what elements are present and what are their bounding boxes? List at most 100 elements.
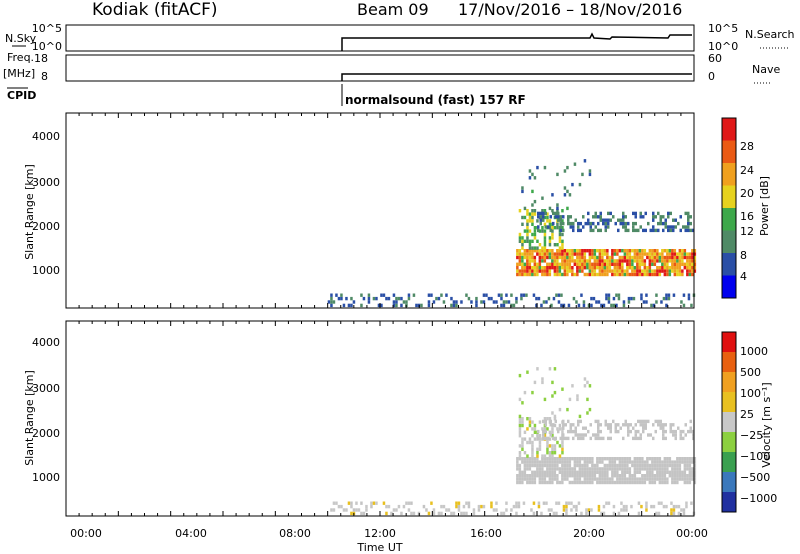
velocity-cell [583, 467, 587, 471]
power-cell [531, 252, 534, 256]
power-cell [510, 303, 513, 308]
velocity-cell [644, 423, 647, 427]
velocity-cell [574, 433, 577, 437]
velocity-cell [530, 508, 533, 512]
power-cell [546, 269, 549, 273]
velocity-cell [688, 463, 692, 468]
power-cell [531, 249, 534, 253]
velocity-cell [588, 457, 592, 461]
velocity-cell [651, 457, 654, 461]
power-cell [673, 252, 677, 256]
velocity-cell [607, 426, 610, 430]
power-cell [541, 259, 544, 263]
velocity-cell [668, 463, 672, 468]
power-cell [628, 266, 632, 270]
velocity-cell [558, 470, 562, 474]
velocity-cell [651, 460, 654, 464]
velocity-cell [523, 467, 527, 471]
velocity-cell [575, 508, 578, 512]
power-cell [551, 209, 554, 213]
velocity-cell [573, 470, 577, 474]
power-cell [523, 252, 527, 256]
velocity-cell [619, 426, 622, 430]
power-cell [680, 300, 683, 304]
velocity-cell [693, 477, 697, 481]
velocity-cell [548, 451, 552, 455]
velocity-cell [656, 470, 659, 474]
velocity-cell [541, 477, 544, 481]
velocity-cell [360, 501, 363, 505]
velocity-cell [568, 460, 572, 464]
velocity-cell [596, 467, 599, 471]
velocity-cell [641, 460, 644, 464]
power-cell [380, 303, 383, 308]
power-cell [523, 206, 527, 211]
velocity-cell [651, 463, 654, 468]
velocity-cell [676, 467, 679, 471]
velocity-cell [505, 508, 508, 512]
velocity-cell [672, 508, 676, 512]
velocity-cell [566, 407, 569, 412]
power-cell [551, 229, 554, 233]
power-cell [588, 262, 592, 266]
velocity-cell [603, 457, 607, 461]
power-cell [544, 211, 547, 216]
power-cell [692, 228, 695, 233]
power-cell [634, 228, 637, 233]
velocity-cell [548, 444, 552, 448]
velocity-cell [641, 477, 644, 481]
velocity-cell [633, 474, 637, 478]
power-cell [521, 255, 524, 260]
power-cell [596, 255, 599, 260]
power-cell [681, 249, 684, 253]
velocity-cell [633, 460, 637, 464]
velocity-cell [533, 477, 537, 481]
velocity-cell [577, 423, 580, 427]
velocity-cell [561, 470, 564, 474]
power-cell [633, 259, 637, 263]
power-cell [572, 228, 575, 233]
velocity-cell [628, 470, 632, 474]
x-axis-title: Time UT [356, 541, 402, 554]
power-cell [568, 252, 572, 256]
velocity-cell [601, 477, 604, 481]
power-cell [536, 262, 539, 266]
power-cell [556, 266, 559, 270]
power-cell [591, 262, 594, 266]
power-cell [576, 262, 579, 266]
velocity-cell [668, 460, 672, 464]
velocity-cell [553, 467, 557, 471]
power-cell [626, 272, 629, 277]
velocity-cell [546, 460, 549, 464]
power-cell [631, 266, 634, 270]
velocity-cell [631, 474, 634, 478]
power-cell [658, 259, 662, 263]
power-cell [663, 269, 667, 273]
velocity-cell [626, 460, 629, 464]
power-cell [518, 259, 522, 263]
velocity-cell [537, 429, 540, 434]
velocity-cell [472, 508, 476, 512]
velocity-cell [490, 501, 493, 505]
velocity-cell [693, 470, 697, 474]
velocity-cell [579, 419, 582, 424]
power-cell [638, 272, 642, 277]
velocity-cell [536, 460, 539, 464]
power-cell [640, 293, 643, 297]
velocity-cell [543, 477, 547, 481]
power-cell [615, 303, 618, 308]
power-cell [523, 229, 527, 233]
velocity-cell [347, 501, 351, 505]
power-colorbar-segment [722, 163, 736, 186]
power-cell [367, 300, 371, 304]
velocity-cell [588, 470, 592, 474]
velocity-cell [538, 440, 542, 445]
velocity-cell [551, 457, 554, 461]
nsky-tick-bottom: 10^0 [32, 40, 62, 53]
power-cell [587, 218, 590, 222]
velocity-cell [653, 457, 657, 461]
power-cell [566, 262, 569, 266]
velocity-cell [663, 457, 667, 461]
velocity-cell [542, 419, 545, 424]
velocity-cell [536, 454, 539, 458]
